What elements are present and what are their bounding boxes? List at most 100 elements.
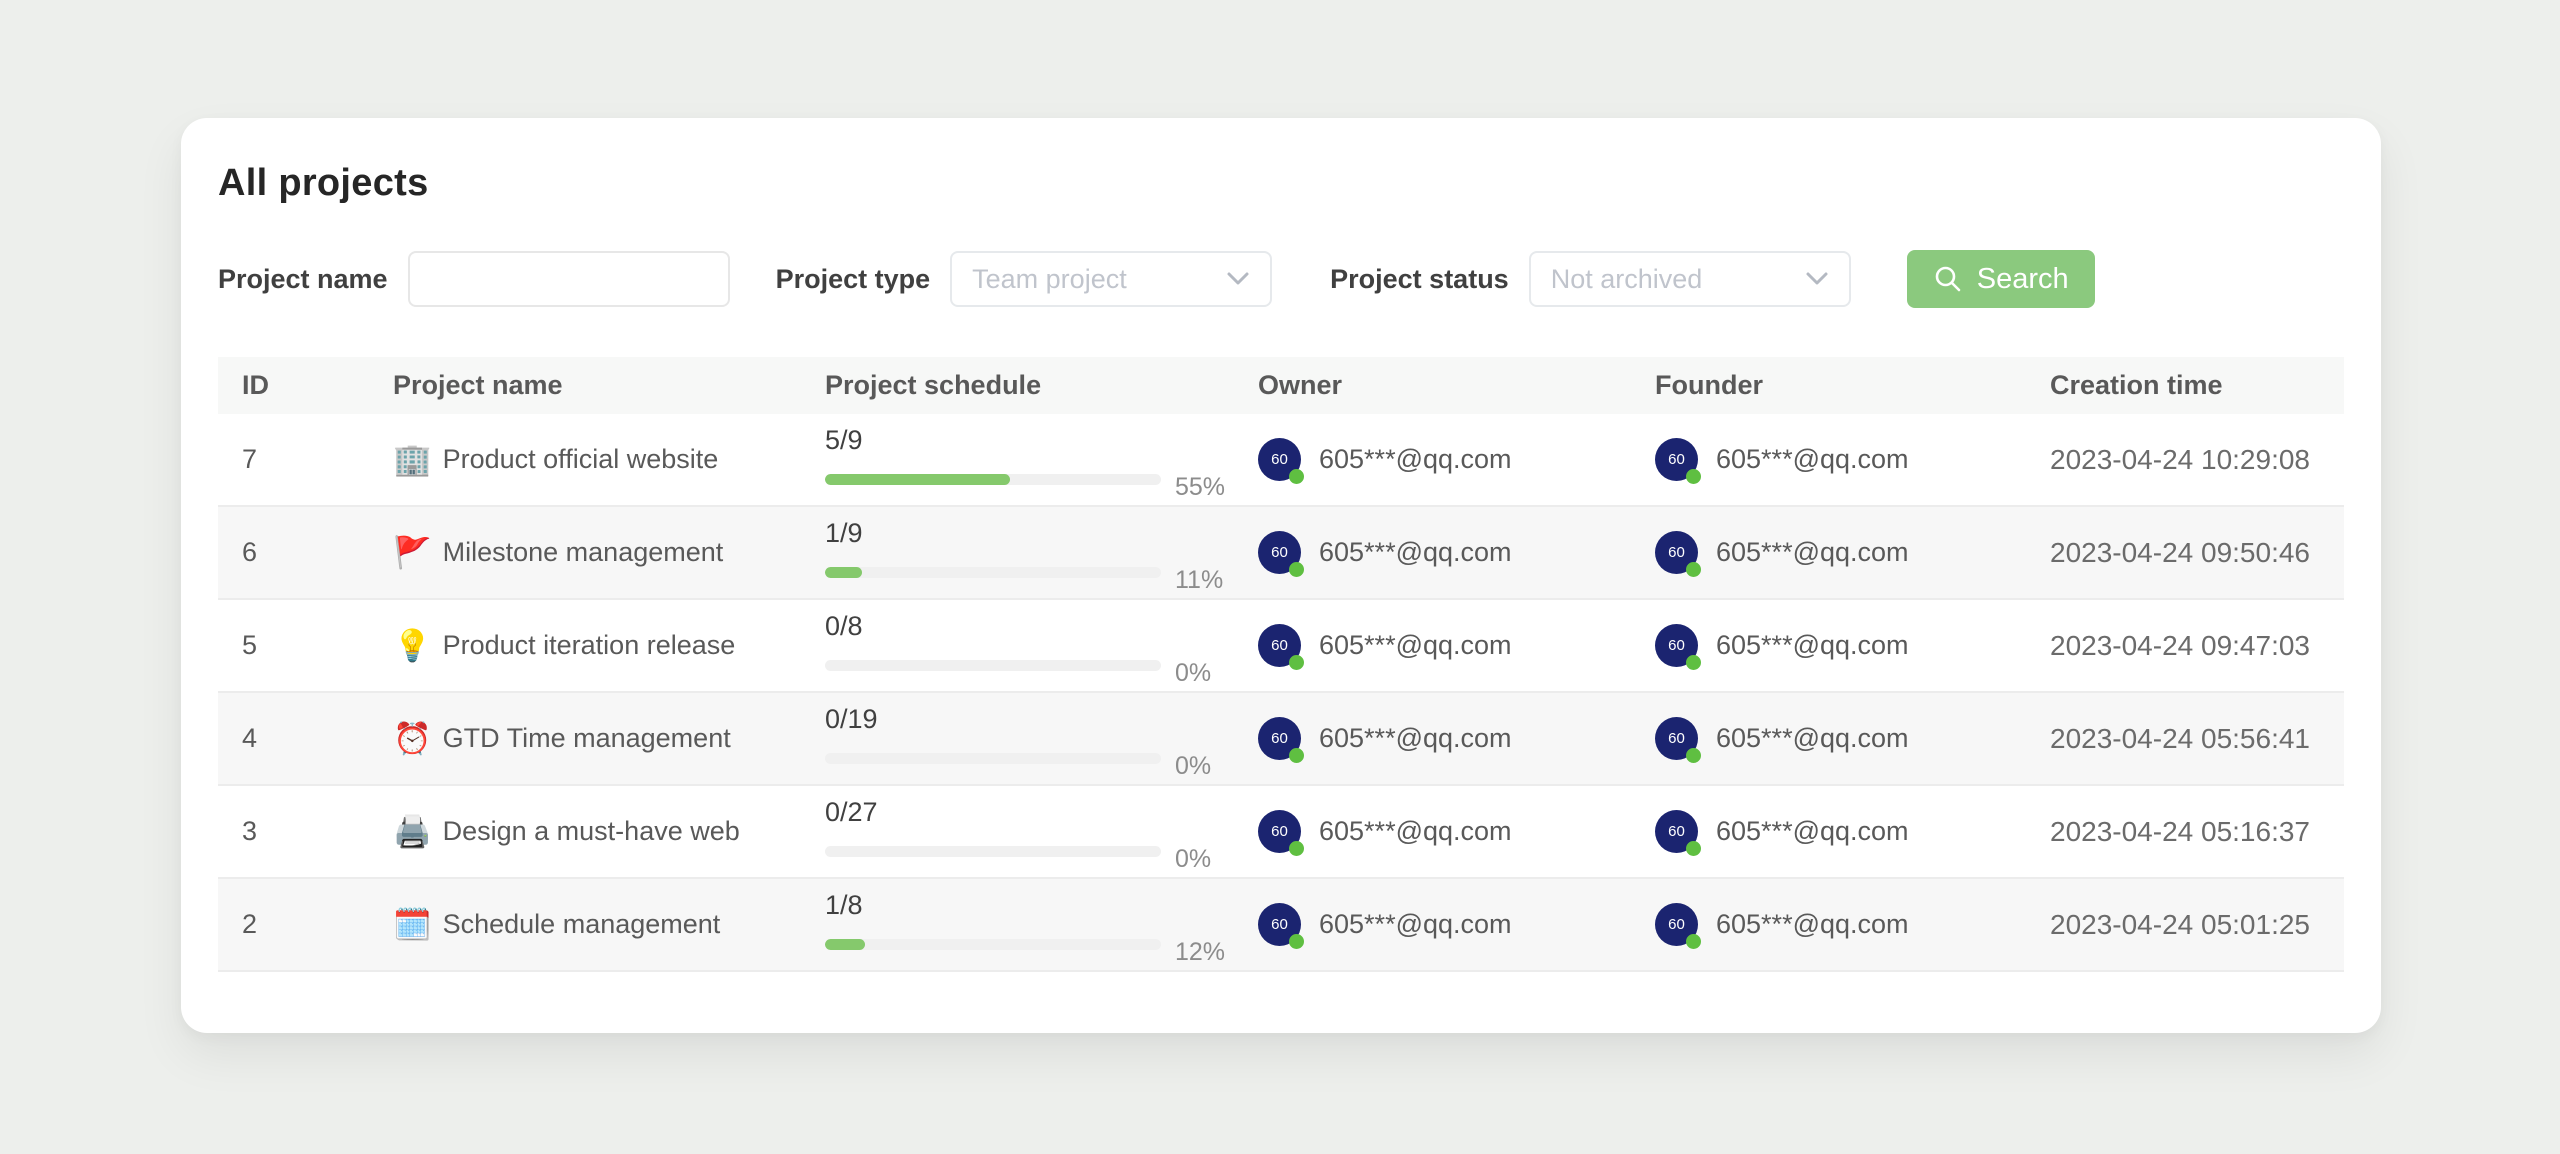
- header-founder: Founder: [1655, 370, 1763, 400]
- header-schedule: Project schedule: [825, 370, 1042, 400]
- project-emoji: 🏢: [393, 442, 432, 477]
- presence-dot: [1289, 469, 1304, 484]
- presence-dot: [1686, 934, 1701, 949]
- table-row[interactable]: 3 🖨️ Design a must-have web 0/27 0% 60 6…: [218, 786, 2344, 879]
- progress-bar: [825, 660, 1161, 671]
- cell-founder: 60 605***@qq.com: [1655, 624, 2050, 670]
- cell-creation-time: 2023-04-24 09:47:03: [2050, 629, 2310, 661]
- table-row[interactable]: 7 🏢 Product official website 5/9 55% 60 …: [218, 414, 2344, 507]
- cell-creation-time: 2023-04-24 09:50:46: [2050, 536, 2310, 568]
- schedule-fraction: 1/8: [825, 890, 863, 920]
- avatar-label: 60: [1271, 451, 1288, 468]
- cell-project-name[interactable]: 🚩 Milestone management: [393, 537, 825, 568]
- project-type-select[interactable]: Team project: [950, 251, 1273, 307]
- progress-percent: 12%: [1175, 938, 1226, 966]
- page-title: All projects: [218, 162, 429, 204]
- search-button-label: Search: [1976, 262, 2069, 295]
- avatar-label: 60: [1668, 730, 1685, 747]
- cell-owner: 60 605***@qq.com: [1258, 624, 1655, 670]
- owner-avatar: 60: [1258, 624, 1304, 670]
- progress-bar: [825, 939, 1161, 950]
- cell-project-name[interactable]: 🖨️ Design a must-have web: [393, 816, 825, 847]
- cell-owner: 60 605***@qq.com: [1258, 717, 1655, 763]
- presence-dot: [1289, 841, 1304, 856]
- schedule-fraction: 0/27: [825, 797, 878, 827]
- owner-email: 605***@qq.com: [1319, 537, 1512, 567]
- project-emoji: 🚩: [393, 535, 432, 570]
- table-row[interactable]: 5 💡 Product iteration release 0/8 0% 60 …: [218, 600, 2344, 693]
- cell-id: 4: [242, 723, 258, 753]
- presence-dot: [1686, 655, 1701, 670]
- project-name-text: Product official website: [442, 444, 719, 474]
- schedule-fraction: 1/9: [825, 518, 863, 548]
- cell-creation-time: 2023-04-24 05:01:25: [2050, 908, 2310, 940]
- chevron-down-icon: [1806, 272, 1828, 285]
- table-header: ID Project name Project schedule Owner F…: [218, 357, 2344, 414]
- cell-project-name[interactable]: 🗓️ Schedule management: [393, 909, 825, 940]
- table-body: 7 🏢 Product official website 5/9 55% 60 …: [218, 414, 2344, 972]
- project-status-select[interactable]: Not archived: [1528, 251, 1851, 307]
- project-type-label: Project type: [775, 263, 931, 294]
- founder-avatar: 60: [1655, 810, 1701, 856]
- presence-dot: [1686, 748, 1701, 763]
- owner-email: 605***@qq.com: [1319, 816, 1512, 846]
- presence-dot: [1289, 562, 1304, 577]
- cell-id: 3: [242, 816, 258, 846]
- cell-schedule: 0/8 0%: [825, 611, 1258, 687]
- cell-founder: 60 605***@qq.com: [1655, 903, 2050, 949]
- avatar-label: 60: [1668, 637, 1685, 654]
- header-owner: Owner: [1258, 370, 1343, 400]
- founder-email: 605***@qq.com: [1716, 630, 1909, 660]
- avatar-label: 60: [1668, 916, 1685, 933]
- schedule-fraction: 0/19: [825, 704, 878, 734]
- presence-dot: [1289, 655, 1304, 670]
- project-name-label: Project name: [218, 263, 388, 294]
- avatar-label: 60: [1271, 544, 1288, 561]
- table-row[interactable]: 2 🗓️ Schedule management 1/8 12% 60 605*…: [218, 879, 2344, 972]
- cell-project-name[interactable]: 🏢 Product official website: [393, 444, 825, 475]
- progress-percent: 55%: [1175, 473, 1226, 501]
- avatar-label: 60: [1271, 823, 1288, 840]
- cell-schedule: 1/8 12%: [825, 890, 1258, 966]
- project-name-text: Milestone management: [442, 537, 724, 567]
- cell-founder: 60 605***@qq.com: [1655, 810, 2050, 856]
- header-creation-time: Creation time: [2050, 370, 2223, 400]
- owner-avatar: 60: [1258, 717, 1304, 763]
- cell-id: 6: [242, 537, 258, 567]
- progress-bar-fill: [825, 939, 866, 950]
- founder-avatar: 60: [1655, 438, 1701, 484]
- owner-avatar: 60: [1258, 903, 1304, 949]
- progress-bar-fill: [825, 474, 1010, 485]
- cell-project-name[interactable]: 💡 Product iteration release: [393, 630, 825, 661]
- founder-avatar: 60: [1655, 531, 1701, 577]
- projects-card: All projects Project name Project type T…: [181, 118, 2381, 1033]
- progress-percent: 0%: [1175, 845, 1212, 873]
- search-icon: [1935, 266, 1961, 292]
- header-id: ID: [242, 370, 269, 400]
- chevron-down-icon: [1227, 272, 1249, 285]
- cell-owner: 60 605***@qq.com: [1258, 438, 1655, 484]
- cell-founder: 60 605***@qq.com: [1655, 531, 2050, 577]
- schedule-fraction: 5/9: [825, 425, 863, 455]
- founder-avatar: 60: [1655, 903, 1701, 949]
- header-project-name: Project name: [393, 370, 563, 400]
- cell-id: 7: [242, 444, 258, 474]
- cell-schedule: 0/19 0%: [825, 704, 1258, 780]
- table-row[interactable]: 6 🚩 Milestone management 1/9 11% 60 605*…: [218, 507, 2344, 600]
- project-name-input[interactable]: [407, 251, 730, 307]
- progress-percent: 11%: [1175, 566, 1224, 594]
- owner-avatar: 60: [1258, 810, 1304, 856]
- avatar-label: 60: [1271, 637, 1288, 654]
- cell-schedule: 0/27 0%: [825, 797, 1258, 873]
- cell-founder: 60 605***@qq.com: [1655, 717, 2050, 763]
- progress-percent: 0%: [1175, 752, 1212, 780]
- table-row[interactable]: 4 ⏰ GTD Time management 0/19 0% 60 605**…: [218, 693, 2344, 786]
- cell-owner: 60 605***@qq.com: [1258, 531, 1655, 577]
- projects-table: ID Project name Project schedule Owner F…: [218, 357, 2344, 972]
- search-button[interactable]: Search: [1906, 250, 2095, 308]
- progress-bar: [825, 474, 1161, 485]
- filter-bar: Project name Project type Team project P…: [218, 250, 2344, 308]
- avatar-label: 60: [1271, 730, 1288, 747]
- cell-project-name[interactable]: ⏰ GTD Time management: [393, 723, 825, 754]
- project-emoji: 🗓️: [393, 907, 432, 942]
